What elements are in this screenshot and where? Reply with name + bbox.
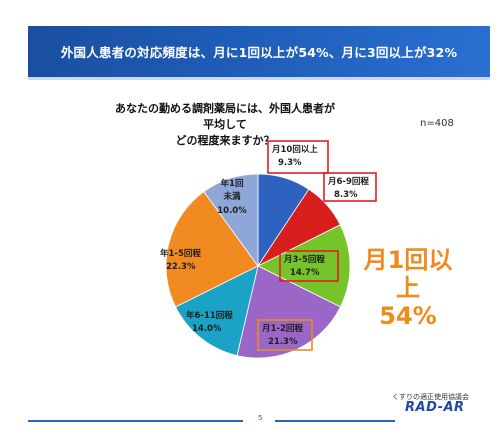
question-line-1: あなたの勤める調剤薬局には、外国人患者が平均して	[115, 102, 335, 131]
slice-category-label: 年1回	[221, 178, 244, 189]
slice-value-label: 8.3%	[334, 190, 358, 200]
callout-line-2: 54%	[379, 302, 437, 330]
slice-value-label: 21.3%	[268, 337, 298, 347]
callout-monthly-or-more: 月1回以上 54%	[352, 246, 464, 330]
slice-value-label: 22.3%	[166, 262, 196, 272]
footer-rule-left	[28, 420, 243, 422]
pie-slice	[257, 224, 351, 308]
pie-slice	[175, 265, 259, 357]
slice-category-label: 年6-11回程	[186, 310, 233, 321]
page-number: 5	[258, 414, 263, 422]
slice-category-label: 月10回以上	[271, 144, 318, 155]
highlight-box	[257, 319, 313, 351]
slice-value-label: 14.7%	[290, 268, 320, 278]
chart-question: あなたの勤める調剤薬局には、外国人患者が平均して どの程度来ますか？	[110, 101, 340, 149]
question-line-2: どの程度来ますか？	[175, 134, 275, 147]
callout-line-1: 月1回以上	[363, 246, 453, 302]
pie-slice	[165, 191, 259, 308]
banner-title: 外国人患者の対応頻度は、月に1回以上が54%、月に3回以上が32%	[60, 45, 458, 60]
slice-category-label: 月3-5回程	[283, 254, 325, 265]
slice-category-label: 年1-5回程	[160, 248, 201, 259]
footer-rule-right	[275, 420, 395, 422]
slice-value-label: 10.0%	[217, 206, 247, 216]
slice-value-label: 9.3%	[278, 158, 302, 168]
rad-ar-logo: RAD-AR	[405, 400, 465, 415]
slice-category-label: 月6-9回程	[327, 176, 369, 187]
slice-category-label-cont: 未満	[222, 191, 241, 202]
pie-slice	[203, 173, 259, 268]
organization-name: くすりの適正使用協議会	[392, 393, 469, 401]
slice-value-label: 14.0%	[192, 324, 222, 334]
highlight-box	[323, 172, 377, 202]
sample-size-label: n=408	[420, 118, 454, 129]
highlight-box	[279, 250, 339, 282]
title-banner: 外国人患者の対応頻度は、月に1回以上が54%、月に3回以上が32%	[28, 26, 490, 80]
highlight-box	[267, 140, 329, 174]
slice-category-label: 月1-2回程	[261, 323, 303, 334]
